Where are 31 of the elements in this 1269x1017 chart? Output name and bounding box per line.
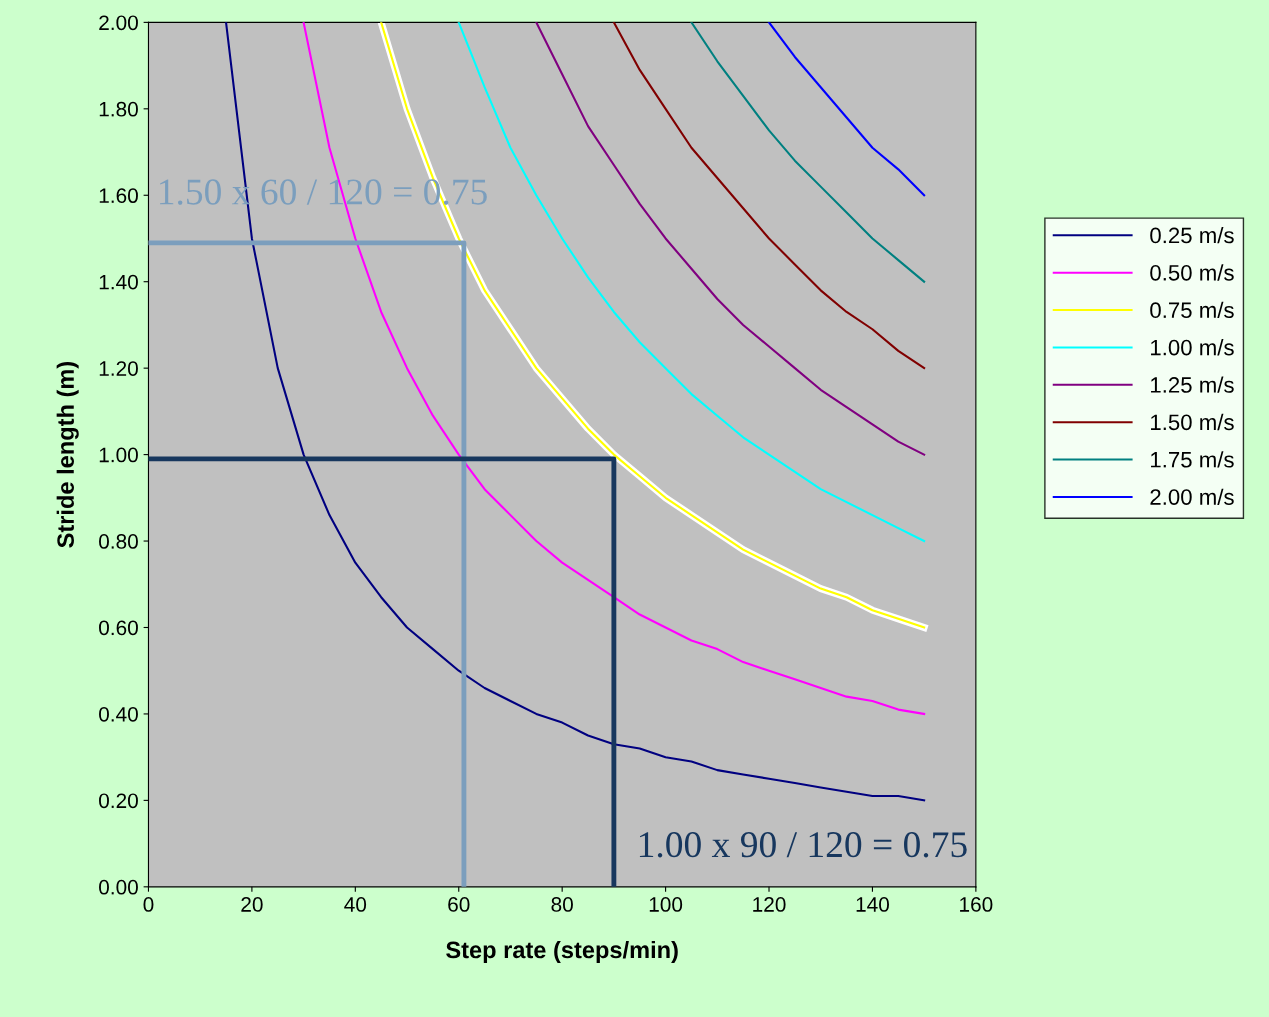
y-tick-label: 0.20: [99, 793, 138, 809]
legend-label: 0.75 m/s: [1150, 301, 1234, 319]
y-tick-label: 0.40: [99, 706, 138, 722]
y-axis-title: Stride length (m): [56, 361, 79, 548]
annotation: 1.00 x 90 / 120 = 0.75: [639, 832, 967, 858]
x-tick-label: 20: [241, 897, 263, 912]
x-tick-label: 80: [551, 897, 573, 912]
x-tick-label: 40: [344, 897, 367, 912]
legend-label: 1.00 m/s: [1151, 339, 1234, 356]
legend-label: 0.50 m/s: [1150, 264, 1234, 281]
x-axis-title: Step rate (steps/min): [446, 940, 678, 963]
x-tick-label: 100: [649, 897, 683, 912]
x-tick-label: 140: [856, 897, 889, 912]
x-tick-label: 160: [960, 897, 993, 912]
y-tick-label: 0.80: [99, 534, 138, 549]
x-tick-label: 60: [448, 897, 470, 912]
legend-label: 1.50 m/s: [1151, 413, 1234, 431]
x-tick-label: 120: [753, 897, 786, 912]
y-tick-label: 1.80: [99, 101, 138, 117]
y-tick-label: 2.00: [99, 15, 138, 31]
legend-label: 1.25 m/s: [1151, 376, 1234, 393]
y-tick-label: 1.60: [99, 188, 138, 204]
legend-label: 2.00 m/s: [1150, 488, 1234, 505]
y-tick-label: 1.00: [99, 447, 138, 463]
y-tick-label: 0.00: [99, 879, 138, 895]
x-tick-label: 0: [143, 897, 154, 912]
legend-label: 1.75 m/s: [1151, 451, 1234, 468]
legend-label: 0.25 m/s: [1150, 226, 1234, 244]
y-tick-label: 1.40: [99, 274, 138, 290]
y-tick-label: 0.60: [99, 620, 138, 636]
y-tick-label: 1.20: [99, 361, 138, 376]
